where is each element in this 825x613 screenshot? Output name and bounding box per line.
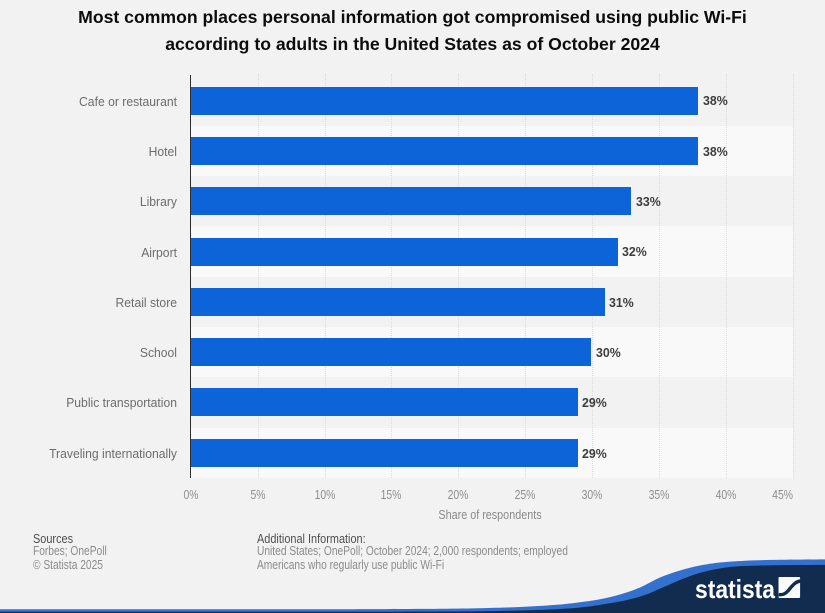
svg-text:statista: statista	[695, 574, 775, 604]
